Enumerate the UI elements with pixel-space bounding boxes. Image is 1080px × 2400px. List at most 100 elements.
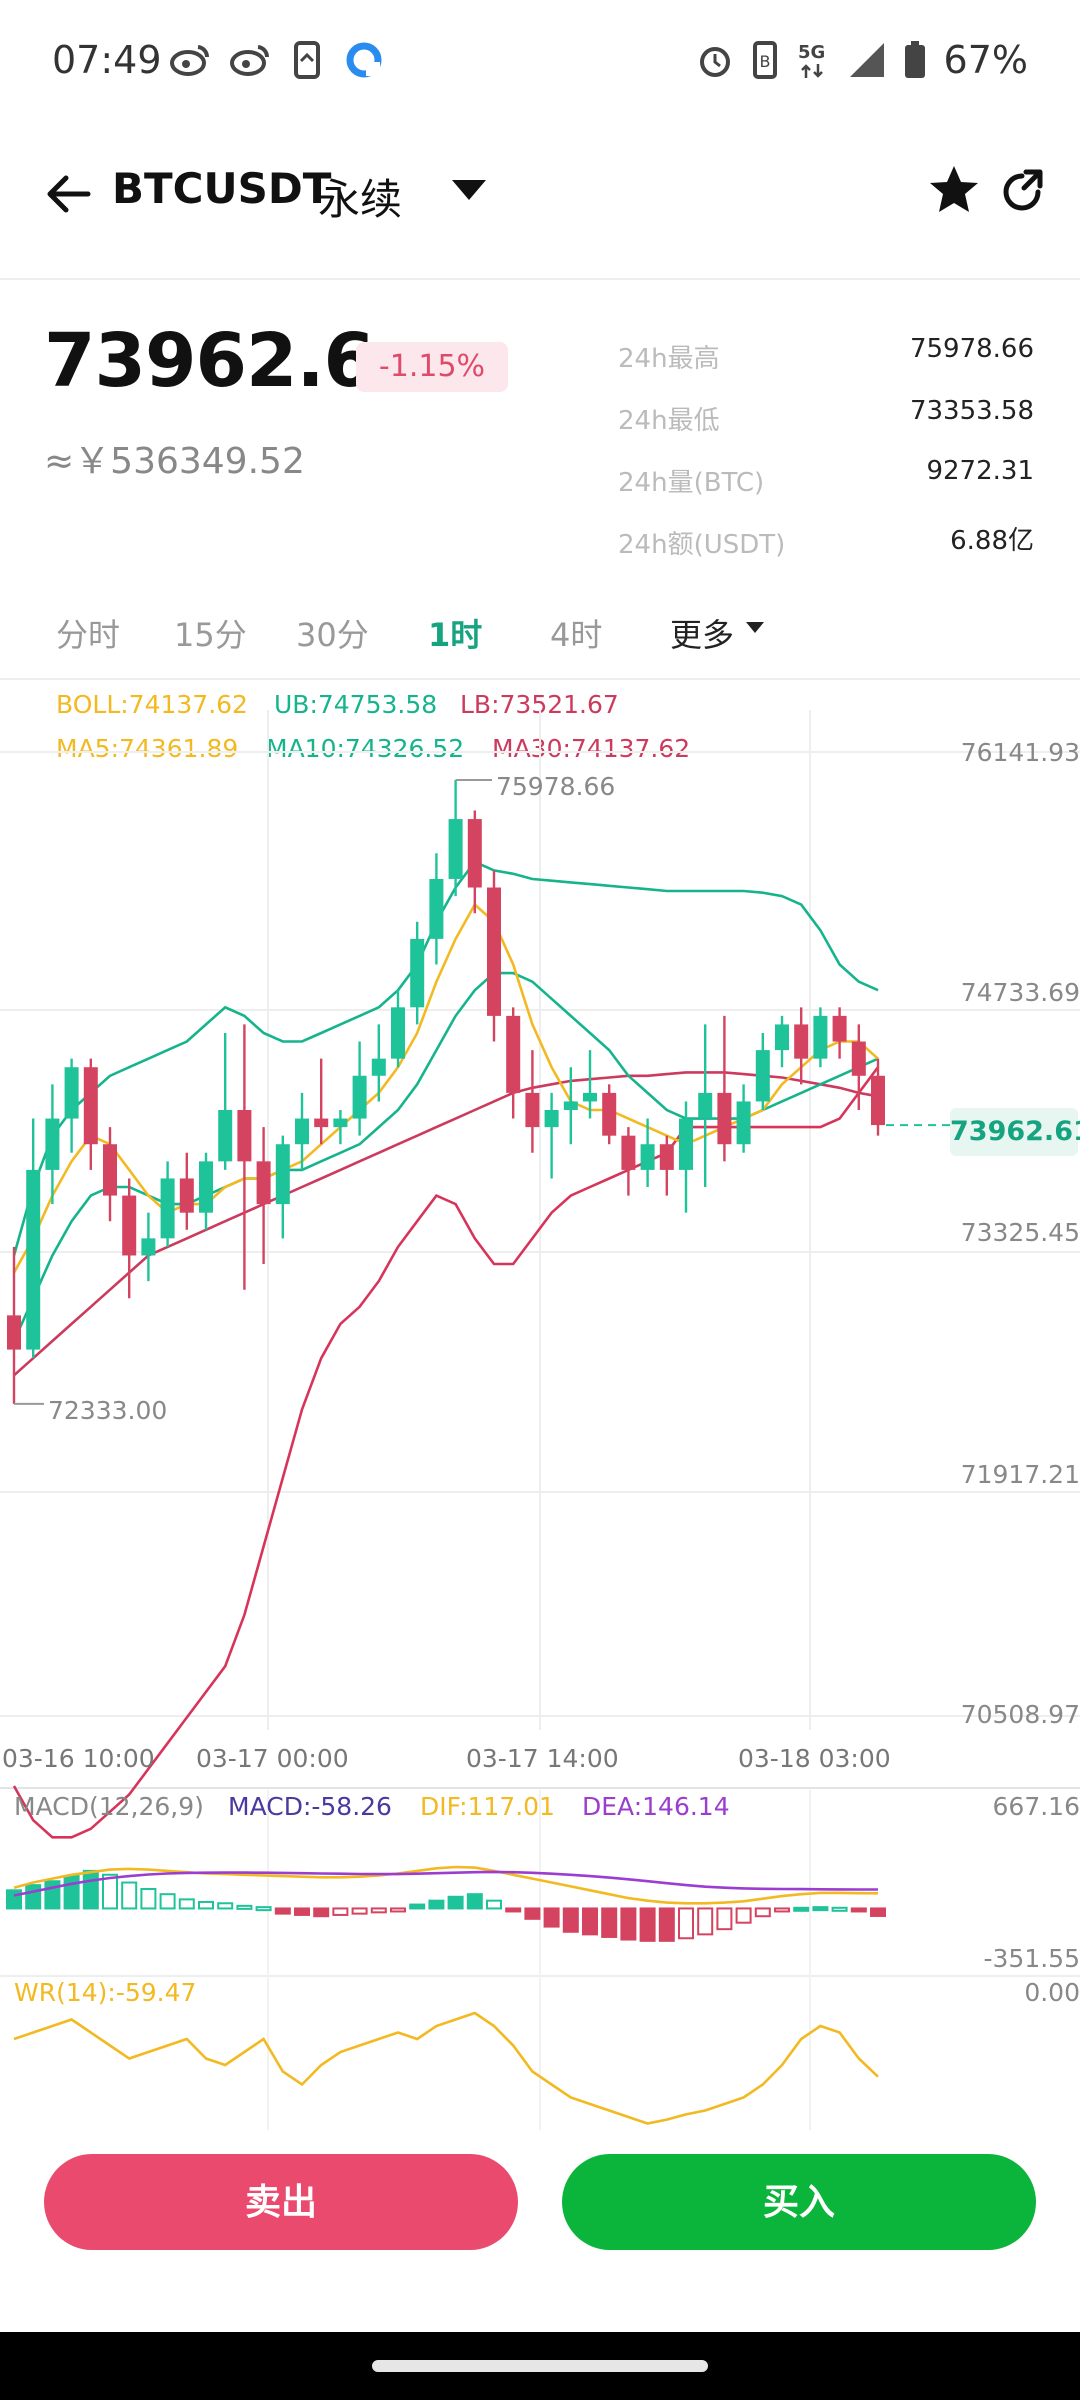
legend-ub: UB:74753.58 <box>274 690 438 719</box>
favorite-star-icon[interactable] <box>926 162 982 218</box>
wr-axis-top: 0.00 <box>1024 1978 1080 2007</box>
more-dropdown-icon[interactable] <box>746 622 764 633</box>
candle-down <box>314 1118 329 1128</box>
candle-up <box>544 1110 559 1128</box>
y-axis-label-4: 71917.21 <box>960 1460 1080 1489</box>
macd-histogram-bar <box>466 1893 483 1910</box>
tab-timeshare[interactable]: 分时 <box>56 616 121 654</box>
macd-histogram-bar <box>524 1907 541 1920</box>
macd-histogram-bar <box>178 1898 195 1910</box>
svg-text:5G: 5G <box>798 42 825 63</box>
candle-up <box>275 1144 290 1205</box>
macd-histogram-bar <box>351 1907 368 1915</box>
back-arrow-icon[interactable] <box>42 168 94 220</box>
candle-up <box>563 1101 578 1111</box>
macd-histogram-bar <box>294 1907 310 1916</box>
candle-up <box>371 1058 386 1076</box>
candle-up <box>45 1118 60 1170</box>
alarm-icon <box>699 47 730 77</box>
symbol-title[interactable]: BTCUSDT <box>112 164 332 213</box>
candle-up <box>391 1007 405 1059</box>
legend-wr: WR(14):-59.47 <box>14 1978 197 2007</box>
buy-button[interactable]: 买入 <box>562 2154 1036 2250</box>
macd-histogram-bar <box>409 1903 426 1910</box>
tab-1h[interactable]: 1时 <box>428 616 483 654</box>
home-gesture-handle[interactable] <box>372 2360 708 2372</box>
weibo-icon <box>170 45 210 76</box>
ma30-line <box>13 1071 879 1377</box>
tab-4h[interactable]: 4时 <box>550 616 603 654</box>
svg-text:B: B <box>759 52 770 71</box>
candle-down <box>103 1144 117 1196</box>
candle-down <box>621 1135 636 1170</box>
legend-dif: DIF:117.01 <box>420 1792 555 1821</box>
stat-label-turnover: 24h额(USDT) <box>618 530 786 560</box>
macd-histogram-bar <box>44 1880 61 1910</box>
macd-histogram-bar <box>505 1907 522 1913</box>
macd-histogram-bar <box>582 1907 598 1936</box>
phone-sync-icon <box>294 41 320 79</box>
macd-histogram-bar <box>601 1907 618 1938</box>
symbol-suffix[interactable]: 永续 <box>318 175 403 224</box>
stat-value-volume: 9272.31 <box>926 456 1034 486</box>
macd-histogram-bar <box>562 1907 579 1933</box>
candle-down <box>832 1015 847 1042</box>
macd-histogram-bar <box>543 1907 560 1928</box>
macd-histogram-bar <box>870 1907 886 1917</box>
macd-histogram-bar <box>831 1906 848 1912</box>
stat-value-low: 73353.58 <box>909 396 1034 426</box>
boll-upper-line <box>12 860 879 1256</box>
battery-percent: 67% <box>943 38 1028 82</box>
candle-down <box>659 1144 674 1170</box>
interval-tabs: 分时 15分 30分 1时 4时 更多 <box>0 600 1080 680</box>
stat-value-high: 75978.66 <box>909 334 1034 364</box>
macd-histogram-bar <box>217 1902 234 1910</box>
macd-histogram-bar <box>486 1899 502 1910</box>
macd-histogram-bar <box>620 1907 637 1941</box>
ma10-line <box>12 971 879 1342</box>
candle-down <box>487 887 501 1016</box>
symbol-dropdown-icon[interactable] <box>452 180 486 200</box>
macd-histogram-bar <box>370 1907 387 1914</box>
candle-up <box>295 1118 309 1145</box>
macd-histogram-bar <box>121 1881 138 1910</box>
stat-value-turnover: 6.88亿 <box>950 526 1034 556</box>
macd-histogram-bar <box>639 1907 656 1942</box>
candle-down <box>525 1092 540 1128</box>
candle-up <box>429 878 444 939</box>
sell-button[interactable]: 卖出 <box>44 2154 518 2250</box>
5g-icon: 5G <box>798 42 825 78</box>
candle-up <box>141 1238 156 1256</box>
candle-up <box>640 1144 655 1170</box>
macd-histogram-bar <box>274 1907 291 1915</box>
macd-dea-line <box>13 1870 878 1897</box>
share-icon[interactable] <box>998 164 1048 214</box>
candle-down <box>717 1092 732 1145</box>
candle-up <box>160 1178 175 1239</box>
battery-icon <box>904 41 925 78</box>
macd-histogram-bar <box>774 1907 790 1913</box>
candle-down <box>851 1041 866 1076</box>
tab-15m[interactable]: 15分 <box>174 616 247 654</box>
y-axis-label-2: 74733.69 <box>960 978 1080 1007</box>
macd-dif-line <box>13 1865 879 1905</box>
y-axis-label-3: 73325.45 <box>960 1218 1080 1247</box>
candle-down <box>871 1075 885 1126</box>
change-badge: -1.15% <box>356 342 508 392</box>
macd-histogram-bar <box>332 1907 349 1916</box>
y-axis-label-1: 76141.93 <box>960 738 1080 767</box>
ma5-line <box>12 902 879 1274</box>
macd-histogram-bar <box>735 1907 752 1924</box>
stat-label-volume: 24h量(BTC) <box>618 468 765 498</box>
tab-30m[interactable]: 30分 <box>296 616 369 654</box>
legend-ma5: MA5:74361.89 <box>56 734 239 763</box>
tab-more[interactable]: 更多 <box>670 616 735 654</box>
status-right-icons: B 5G 67% <box>696 38 1028 82</box>
macd-histogram-bar <box>678 1907 694 1940</box>
macd-histogram-bar <box>63 1875 80 1910</box>
macd-histogram-bar <box>140 1888 157 1910</box>
wr-line <box>13 2011 879 2125</box>
signal-icon <box>849 43 884 77</box>
kline-chart[interactable] <box>0 680 1080 2130</box>
candle-up <box>755 1050 770 1102</box>
